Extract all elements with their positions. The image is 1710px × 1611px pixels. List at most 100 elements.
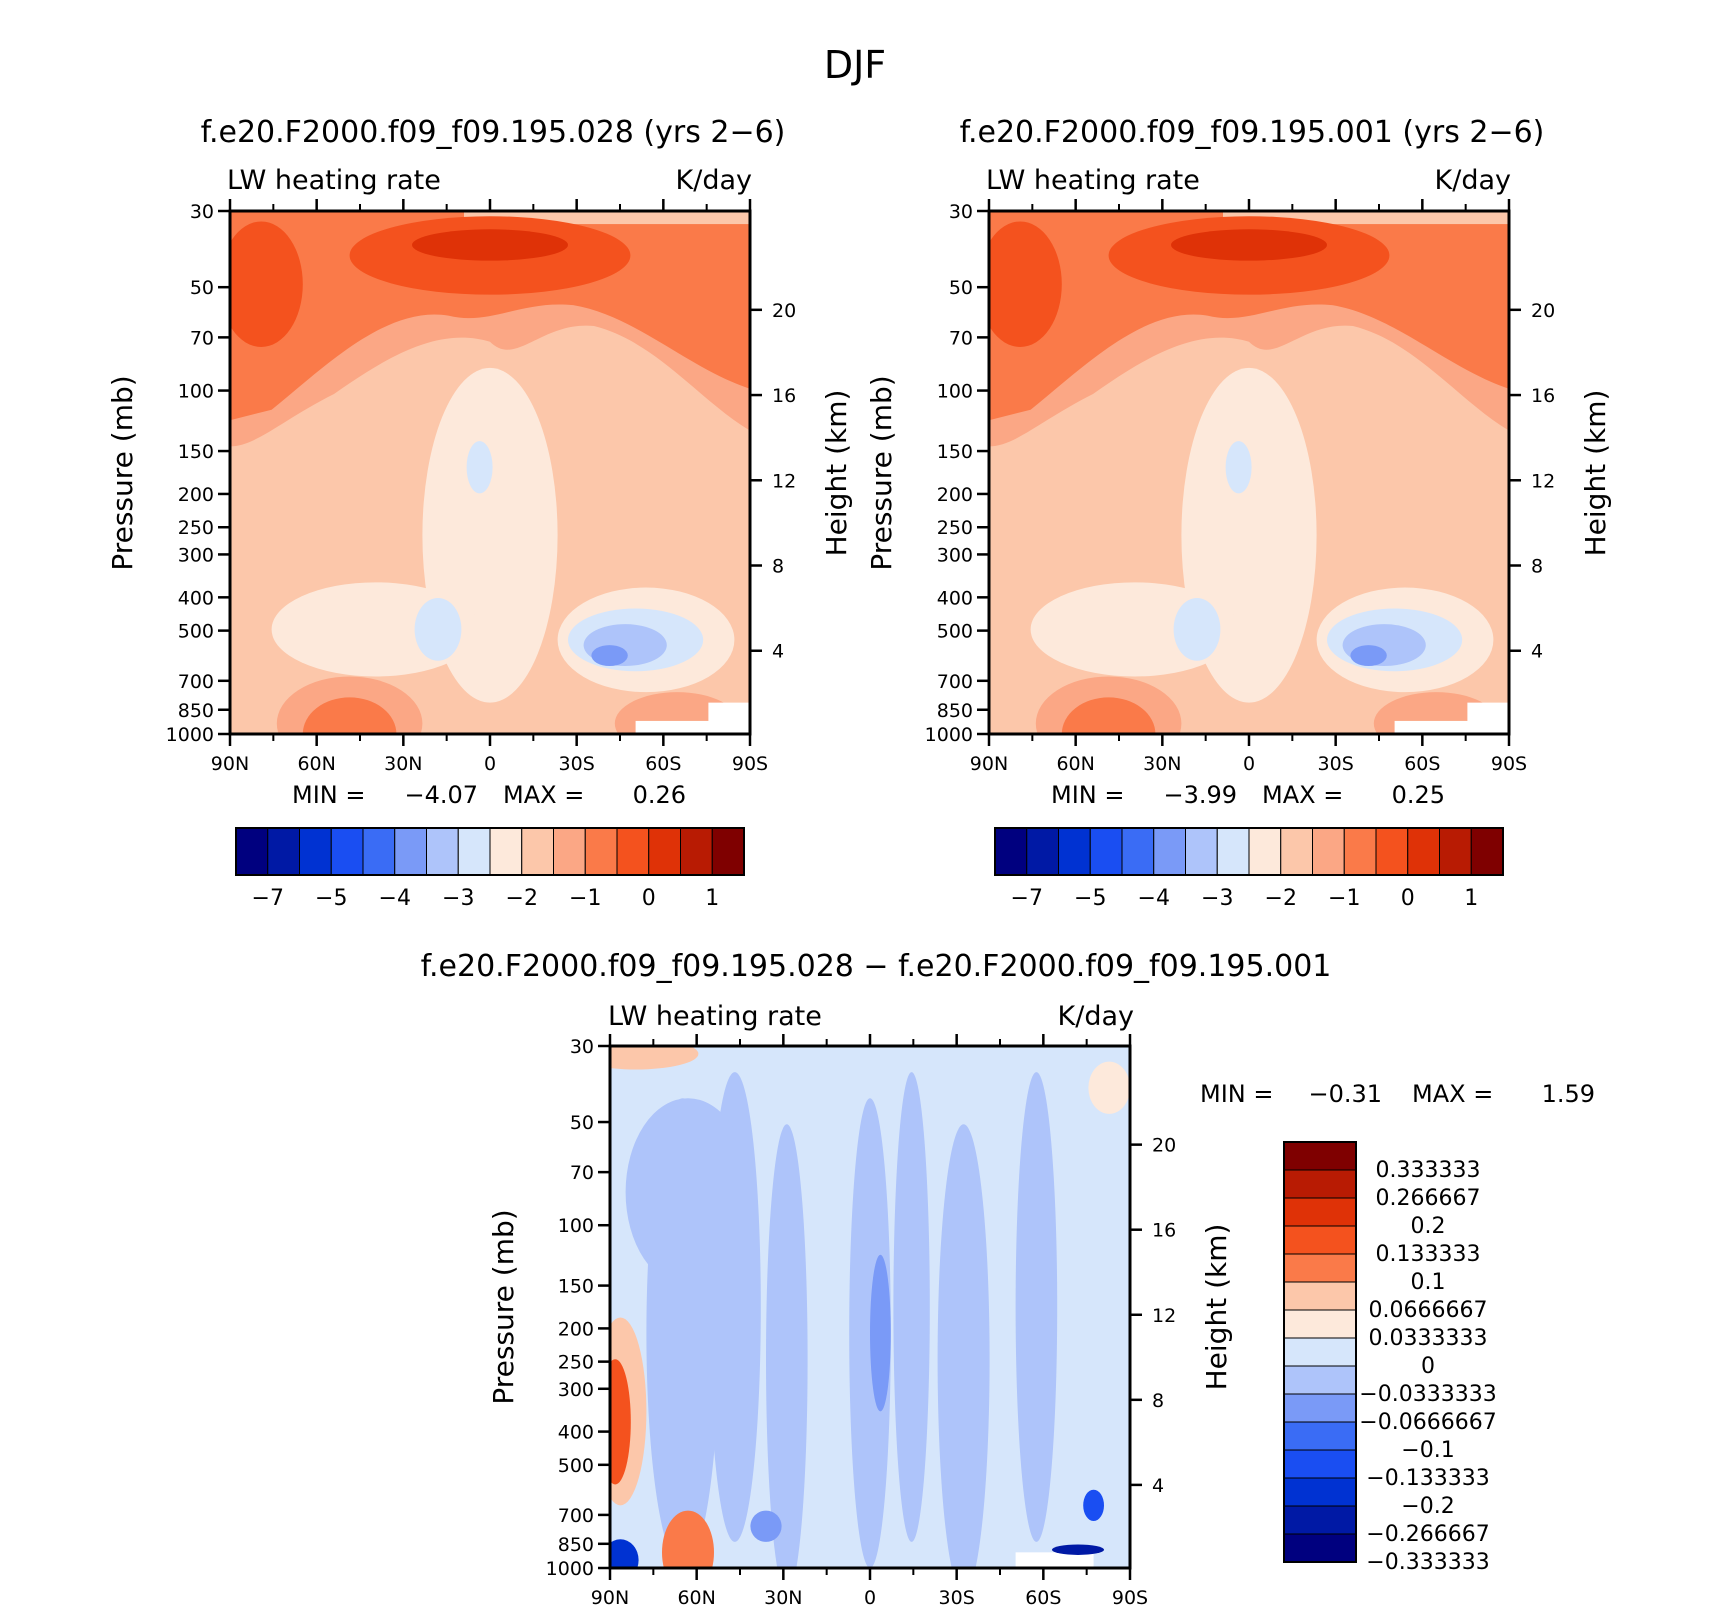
min-value: −4.07 <box>404 781 478 809</box>
x-tick-label: 30S <box>939 1587 975 1609</box>
y-tick-label: 300 <box>937 544 973 566</box>
contour-band <box>610 1359 631 1485</box>
colorbar-swatch <box>1470 827 1504 876</box>
colorbar-label: 0.0333333 <box>1369 1326 1488 1351</box>
colorbar-swatch <box>1121 827 1155 876</box>
y-axis-label: Pressure (mb) <box>487 1209 520 1404</box>
y-tick-label: 50 <box>570 1112 594 1134</box>
colorbar-swatch <box>1283 1141 1357 1171</box>
y-tick-label: 200 <box>937 484 973 506</box>
y-tick-label: 30 <box>949 201 973 223</box>
contour-band <box>302 697 397 734</box>
y-tick-label: 150 <box>558 1276 594 1298</box>
variable-label: LW heating rate <box>227 165 441 196</box>
colorbar-swatch <box>1343 827 1377 876</box>
contour-band <box>989 221 1062 347</box>
y2-axis-label: Height (km) <box>1579 390 1612 557</box>
y-tick-label: 50 <box>949 277 973 299</box>
y-tick-label: 200 <box>558 1318 594 1340</box>
colorbar-label: −1 <box>569 886 601 911</box>
contour-band <box>1350 645 1387 667</box>
colorbar-swatch <box>1185 827 1218 876</box>
y2-axis-label: Height (km) <box>1200 1224 1233 1391</box>
colorbar-swatch <box>1283 1337 1357 1367</box>
contour-band <box>230 221 303 347</box>
y-tick-label: 50 <box>190 277 214 299</box>
no-data-region <box>1467 702 1509 734</box>
colorbar-swatch <box>1283 1225 1357 1255</box>
colorbar-swatch <box>1375 827 1409 876</box>
colorbar-frame <box>1283 1141 1357 1563</box>
min-label: MIN = <box>1051 781 1124 809</box>
colorbar-swatch <box>1026 827 1059 876</box>
colorbar-label: 0.1 <box>1411 1270 1446 1295</box>
y-tick-label: 30 <box>190 201 214 223</box>
y-tick-label: 70 <box>190 327 214 349</box>
y-tick-label: 300 <box>558 1379 594 1401</box>
colorbar-label: −5 <box>315 886 347 911</box>
colorbar-swatch <box>1407 827 1440 876</box>
contour-band <box>414 598 462 661</box>
colorbar-swatch <box>1283 1281 1357 1311</box>
max-label: MAX = <box>1412 1080 1493 1108</box>
colorbar-label: −5 <box>1074 886 1106 911</box>
colorbar-swatch <box>521 827 554 876</box>
colorbar-swatch <box>584 827 618 876</box>
max-value: 1.59 <box>1542 1080 1595 1108</box>
colorbar-label: 1 <box>705 886 719 911</box>
colorbar-swatch <box>1283 1477 1357 1507</box>
colorbar-label: 0 <box>642 886 656 911</box>
contour-field <box>989 211 1509 734</box>
contour-band <box>849 1098 891 1568</box>
max-label: MAX = <box>503 781 584 809</box>
colorbar-label: −0.1 <box>1401 1438 1454 1463</box>
colorbar-swatch <box>1280 827 1313 876</box>
colorbar-swatch <box>1089 827 1123 876</box>
y-tick-label: 1000 <box>925 724 973 746</box>
contour-band <box>610 1046 699 1070</box>
variable-label: LW heating rate <box>608 1001 822 1032</box>
contour-band <box>1015 1072 1058 1542</box>
panel-001: f.e20.F2000.f09_f09.195.001 (yrs 2−6) LW… <box>865 115 1612 911</box>
x-tick-label: 90N <box>970 753 1008 775</box>
variable-label: LW heating rate <box>986 165 1200 196</box>
colorbar-swatch <box>1439 827 1472 876</box>
colorbar-frame <box>994 827 1504 876</box>
colorbar-swatch <box>1058 827 1091 876</box>
colorbar-label: −0.333333 <box>1366 1550 1489 1575</box>
colorbar-swatch <box>1283 1505 1357 1535</box>
max-value: 0.26 <box>633 781 686 809</box>
y2-tick-label: 12 <box>1531 470 1555 492</box>
panel-title: f.e20.F2000.f09_f09.195.028 (yrs 2−6) <box>201 115 786 150</box>
figure-title: DJF <box>824 43 886 87</box>
colorbar-swatch <box>1283 1197 1357 1227</box>
colorbar-label: 0.133333 <box>1376 1242 1481 1267</box>
x-tick-label: 60S <box>645 753 681 775</box>
colorbar-swatch <box>1153 827 1186 876</box>
colorbar-label: 0.266667 <box>1376 1186 1481 1211</box>
contour-band <box>1171 229 1327 261</box>
y-tick-label: 150 <box>178 441 214 463</box>
x-tick-label: 30S <box>1318 753 1354 775</box>
units-label: K/day <box>1058 1001 1134 1032</box>
x-tick-label: 90S <box>1491 753 1527 775</box>
contour-band <box>412 229 568 261</box>
colorbar-swatch <box>1283 1533 1357 1563</box>
colorbar-swatch <box>1283 1169 1357 1199</box>
y-axis-label: Pressure (mb) <box>106 375 139 570</box>
contour-band <box>625 1098 751 1287</box>
y2-tick-label: 8 <box>772 556 784 578</box>
y2-tick-label: 20 <box>1531 300 1555 322</box>
colorbar-label: 1 <box>1464 886 1478 911</box>
y2-tick-label: 4 <box>1531 641 1543 663</box>
y-tick-label: 500 <box>937 621 973 643</box>
colorbar-label: −0.266667 <box>1366 1522 1489 1547</box>
y2-tick-label: 4 <box>1152 1475 1164 1497</box>
x-tick-label: 30N <box>764 1587 802 1609</box>
colorbar-swatch <box>426 827 459 876</box>
y2-tick-label: 20 <box>1152 1135 1176 1157</box>
y-axis-label: Pressure (mb) <box>865 375 898 570</box>
contour-band <box>1225 441 1252 494</box>
contour-band <box>893 1072 930 1542</box>
